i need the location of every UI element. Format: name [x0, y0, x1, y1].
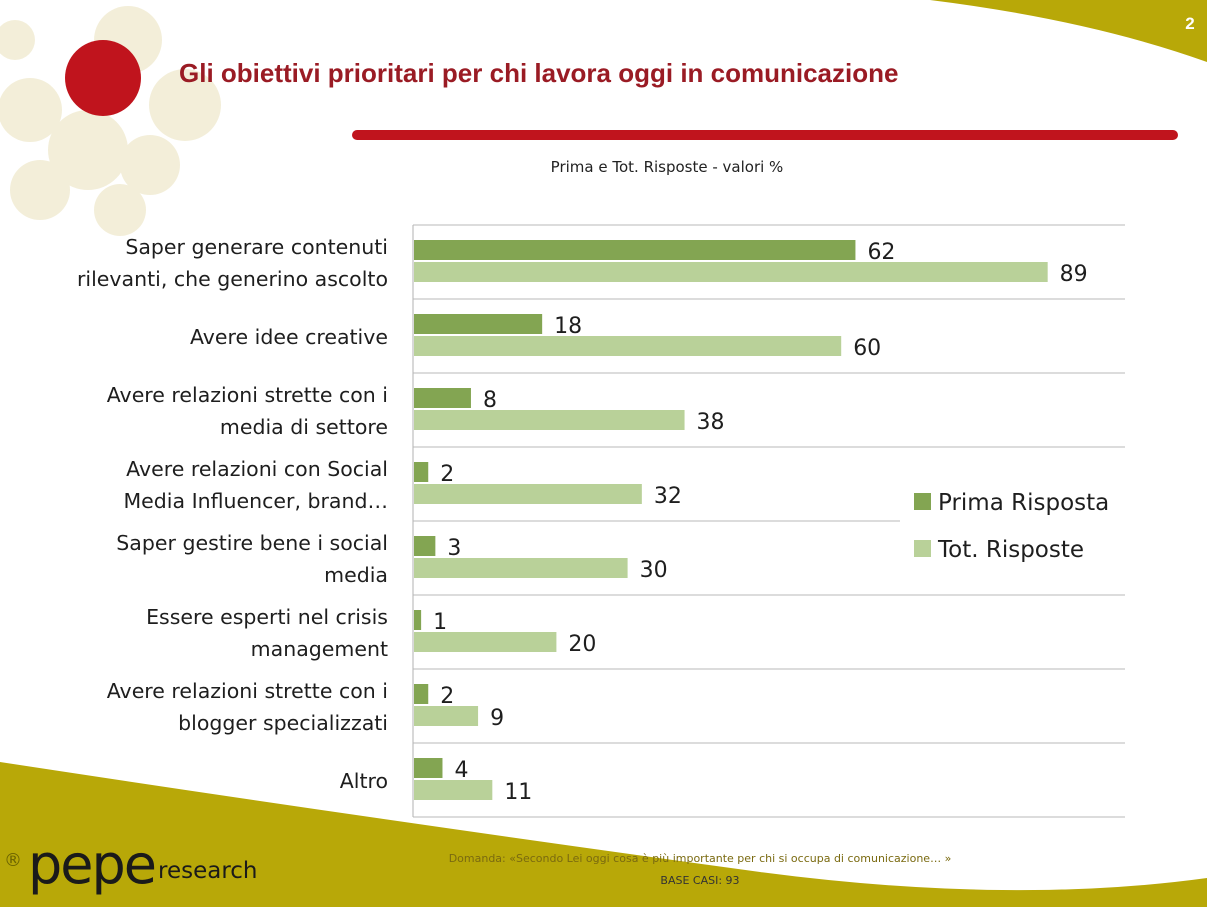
category-label: Saper generare contenuti rilevanti, che g… — [77, 235, 388, 291]
page-number: 2 — [1185, 14, 1195, 33]
category-label-line: blogger specializzati — [178, 711, 388, 735]
data-label: 2 — [440, 684, 454, 709]
category-label-line: Saper generare contenuti — [125, 235, 388, 259]
category-label: Avere relazioni con Social Media Influenc… — [124, 457, 389, 513]
category-label: Avere idee creative — [190, 325, 388, 349]
legend-label: Tot. Risposte — [937, 537, 1084, 563]
category-label: Saper gestire bene i social media — [116, 531, 388, 587]
bar-prima-risposta — [414, 388, 471, 408]
category-label-line: Avere relazioni strette con i — [107, 679, 388, 703]
bar-tot-risposte — [414, 410, 685, 430]
category-label-line: management — [251, 637, 388, 661]
bar-prima-risposta — [414, 758, 443, 778]
bar-prima-risposta — [414, 462, 429, 482]
bar-prima-risposta — [414, 684, 429, 704]
registered-mark: ® — [4, 850, 22, 871]
bar-tot-risposte — [414, 558, 628, 578]
bar-prima-risposta — [414, 314, 543, 334]
bar-prima-risposta — [414, 536, 436, 556]
bar-tot-risposte — [414, 336, 842, 356]
data-label: 62 — [867, 240, 895, 265]
base-footnote: BASE CASI: 93 — [660, 874, 740, 887]
bar-tot-risposte — [414, 484, 642, 504]
category-label-line: media di settore — [220, 415, 388, 439]
category-label-line: Saper gestire bene i social — [116, 531, 388, 555]
page-title: Gli obiettivi prioritari per chi lavora … — [179, 58, 899, 88]
data-label: 89 — [1060, 262, 1088, 287]
data-label: 18 — [554, 314, 582, 339]
legend-label: Prima Risposta — [938, 490, 1109, 516]
bar-prima-risposta — [414, 240, 856, 260]
bar-tot-risposte — [414, 632, 557, 652]
data-label: 38 — [697, 410, 725, 435]
category-label: Avere relazioni strette con i blogger spe… — [107, 679, 388, 735]
bar-prima-risposta — [414, 610, 422, 630]
data-label: 4 — [454, 758, 468, 783]
data-label: 11 — [504, 780, 532, 805]
data-label: 32 — [654, 484, 682, 509]
bar-tot-risposte — [414, 262, 1048, 282]
data-label: 60 — [853, 336, 881, 361]
category-label-line: Avere relazioni strette con i — [107, 383, 388, 407]
red-underline — [352, 130, 1178, 140]
data-label: 30 — [640, 558, 668, 583]
category-label-line: Altro — [340, 769, 388, 793]
data-label: 3 — [447, 536, 461, 561]
category-label-line: Media Influencer, brand… — [124, 489, 389, 513]
legend-swatch — [914, 493, 931, 510]
legend-swatch — [914, 540, 931, 557]
data-label: 1 — [433, 610, 447, 635]
question-footnote: Domanda: «Secondo Lei oggi cosa è più im… — [448, 852, 952, 865]
data-label: 9 — [490, 706, 504, 731]
logo-research: research — [158, 858, 258, 884]
category-label: Altro — [340, 769, 388, 793]
data-label: 20 — [568, 632, 596, 657]
olive-corner-top-right — [930, 0, 1207, 62]
bar-tot-risposte — [414, 706, 479, 726]
olive-sweep-bottom — [0, 762, 1207, 907]
category-label-line: Essere esperti nel crisis — [146, 605, 388, 629]
category-label: Avere relazioni strette con i media di se… — [107, 383, 388, 439]
data-label: 2 — [440, 462, 454, 487]
category-label-line: media — [324, 563, 388, 587]
red-blob-icon — [65, 40, 141, 116]
category-label-line: Avere idee creative — [190, 325, 388, 349]
data-label: 8 — [483, 388, 497, 413]
logo-pepe: pepe — [28, 833, 157, 896]
faded-circles — [0, 6, 221, 236]
bar-tot-risposte — [414, 780, 493, 800]
category-label-line: Avere relazioni con Social — [126, 457, 388, 481]
category-label-line: rilevanti, che generino ascolto — [77, 267, 388, 291]
category-label: Essere esperti nel crisis management — [146, 605, 388, 661]
chart-subtitle: Prima e Tot. Risposte - valori % — [550, 158, 784, 176]
